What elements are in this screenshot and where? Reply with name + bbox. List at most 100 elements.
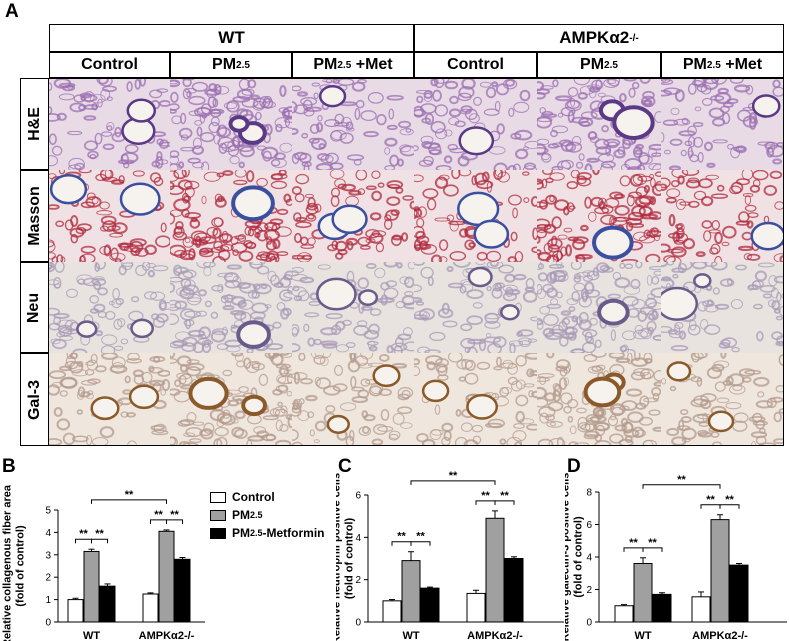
micrograph-0-4 <box>537 78 661 170</box>
sig-bracket-g0-a-label: ** <box>79 528 88 540</box>
legend-swatch-pm25-metformin <box>210 527 226 539</box>
x-tick-label-text: WT <box>402 630 419 641</box>
sig-bracket-between-label: ** <box>449 470 458 482</box>
stain-label-1: Masson <box>20 170 49 262</box>
condition-header-2: PM 2.5 +Met <box>292 52 414 78</box>
condition-header-5: PM 2.5 +Met <box>661 52 784 78</box>
y-axis-label-line: (fold of control) <box>344 518 356 600</box>
stain-label-3: Gal-3 <box>20 353 49 446</box>
sig-bracket-g1-b-label: ** <box>725 494 734 506</box>
micrograph-1-3 <box>414 170 537 262</box>
bar-1-1 <box>485 517 505 623</box>
panel-label-c: C <box>338 456 352 477</box>
bar-1-1 <box>710 519 730 623</box>
sig-bracket-between-label: ** <box>677 474 686 486</box>
bar-0-1 <box>401 560 421 623</box>
sig-bracket-g0-b <box>410 541 431 546</box>
y-tick-label: 3 <box>45 550 51 561</box>
x-tick-label-text: WT <box>83 630 100 641</box>
y-tick-label: 2 <box>586 585 592 596</box>
x-tick-label: WT <box>83 630 100 641</box>
y-tick-label: 0 <box>45 618 51 629</box>
x-tick-label-text: AMPKα2-/- <box>692 630 748 641</box>
sig-bracket-between <box>91 499 167 504</box>
y-axis-label-line: (fold of control) <box>573 516 585 598</box>
sig-bracket-g1-b <box>719 504 740 509</box>
sig-bracket-g0-b-label: ** <box>95 528 104 540</box>
y-axis-label-line: Relative collagenous fiber area <box>1 484 13 641</box>
bar-1-2 <box>729 564 749 623</box>
micrograph-1-4 <box>537 170 661 262</box>
x-tick-label-text: AMPKα2-/- <box>467 630 523 641</box>
micrograph-3-3 <box>414 353 537 446</box>
bar-0-2 <box>652 593 672 623</box>
x-tick-label-text: AMPKα2-/- <box>139 630 195 641</box>
y-tick-label: 1 <box>45 595 51 606</box>
panel-label-b: B <box>2 456 16 477</box>
micrograph-3-1 <box>170 353 292 446</box>
sig-bracket-g0-b <box>91 538 108 544</box>
sig-bracket-g0-b-label: ** <box>648 537 657 549</box>
stain-label-0: H&E <box>20 78 49 170</box>
x-tick-label: AMPKα2-/- <box>692 630 748 641</box>
legend-item-pm25: PM 2.5 <box>210 508 263 522</box>
bar-1-0 <box>466 592 486 623</box>
micrograph-0-1 <box>170 78 292 170</box>
micrograph-2-4 <box>537 262 661 353</box>
sig-bracket-g1-b <box>166 519 183 524</box>
x-tick-label-text: WT <box>634 630 651 641</box>
panel-label-a: A <box>5 1 19 22</box>
sig-bracket-g1-b-label: ** <box>170 509 179 521</box>
x-tick-label: WT <box>402 630 419 641</box>
micrograph-0-5 <box>661 78 784 170</box>
condition-header-0: Control <box>49 52 170 78</box>
sig-bracket-g0-b <box>642 547 663 552</box>
micrograph-2-3 <box>414 262 537 353</box>
bar-0-2 <box>99 585 116 623</box>
bar-1-0 <box>691 596 711 623</box>
bar-1-0 <box>142 593 159 623</box>
micrograph-0-2 <box>292 78 414 170</box>
micrograph-3-5 <box>661 353 784 446</box>
bar-0-0 <box>614 605 634 623</box>
micrograph-3-0 <box>49 353 170 446</box>
micrograph-1-5 <box>661 170 784 262</box>
sig-bracket-g1-a-label: ** <box>481 490 490 502</box>
y-tick-label: 0 <box>586 618 592 629</box>
condition-header-3: Control <box>414 52 537 78</box>
x-tick-label: WT <box>634 630 651 641</box>
genotype-header-ampk: AMPKα2 -/- <box>414 24 784 52</box>
bar-0-0 <box>67 599 84 623</box>
sig-bracket-g1-b <box>494 500 515 505</box>
y-axis-label: Relative collagenous fiber area(fold of … <box>1 484 26 641</box>
y-tick-label: 2 <box>45 573 51 584</box>
y-axis-label-line: (fold of control) <box>15 525 27 607</box>
sig-bracket-g1-b-label: ** <box>500 490 509 502</box>
sig-bracket-g0-a-label: ** <box>629 537 638 549</box>
y-tick-label: 4 <box>355 533 361 544</box>
panel-label-d: D <box>567 456 581 477</box>
micrograph-1-2 <box>292 170 414 262</box>
y-axis-label: Relative galectin-3 positive cells(fold … <box>565 473 585 641</box>
bar-0-1 <box>83 550 100 623</box>
condition-header-1: PM 2.5 <box>170 52 292 78</box>
sig-bracket-g1-a-label: ** <box>154 509 163 521</box>
condition-header-4: PM 2.5 <box>537 52 661 78</box>
bar-1-2 <box>504 558 524 623</box>
y-tick-label: 6 <box>586 520 592 531</box>
legend-swatch-control <box>210 491 226 503</box>
y-axis-label-line: Relative neutrophil positive cells <box>336 473 342 641</box>
genotype-header-wt: WT <box>49 24 414 52</box>
micrograph-1-1 <box>170 170 292 262</box>
x-tick-label: AMPKα2-/- <box>467 630 523 641</box>
y-tick-label: 5 <box>45 506 51 517</box>
micrograph-3-4 <box>537 353 661 446</box>
chart-b: 0 1 2 3 4 5 Relative collagenous fiber area(fo… <box>1 484 205 641</box>
micrograph-2-0 <box>49 262 170 353</box>
legend-swatch-pm25 <box>210 509 226 521</box>
y-tick-label: 8 <box>586 488 592 499</box>
sig-bracket-between <box>410 480 496 485</box>
micrograph-0-3 <box>414 78 537 170</box>
